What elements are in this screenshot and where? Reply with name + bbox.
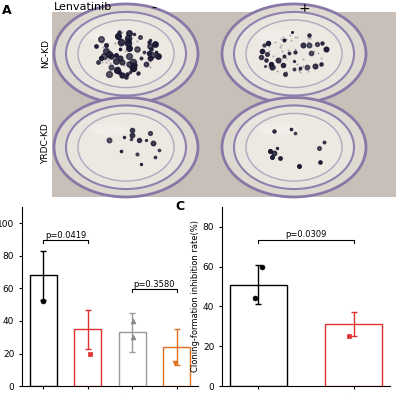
Text: p=0.3580: p=0.3580 bbox=[134, 280, 175, 289]
Ellipse shape bbox=[234, 12, 354, 95]
Text: -: - bbox=[152, 2, 156, 16]
Text: YRDC-KD: YRDC-KD bbox=[42, 123, 50, 164]
Y-axis label: Cloning-formation inhibition rate(%): Cloning-formation inhibition rate(%) bbox=[191, 221, 200, 372]
Text: C: C bbox=[175, 200, 184, 213]
Ellipse shape bbox=[258, 123, 298, 135]
Ellipse shape bbox=[54, 97, 198, 197]
Ellipse shape bbox=[222, 4, 366, 104]
Ellipse shape bbox=[258, 30, 298, 42]
Text: Lenvatinib: Lenvatinib bbox=[54, 2, 112, 12]
Ellipse shape bbox=[78, 113, 174, 181]
Bar bbox=[74, 329, 101, 386]
Text: p=0.0309: p=0.0309 bbox=[285, 230, 327, 239]
Ellipse shape bbox=[90, 123, 130, 135]
Text: NC-KD: NC-KD bbox=[42, 39, 50, 68]
Text: +: + bbox=[298, 2, 310, 16]
Bar bbox=[325, 324, 382, 386]
Ellipse shape bbox=[234, 106, 354, 189]
Ellipse shape bbox=[66, 106, 186, 189]
Ellipse shape bbox=[66, 12, 186, 95]
Bar bbox=[30, 275, 57, 386]
Ellipse shape bbox=[54, 4, 198, 104]
Ellipse shape bbox=[54, 4, 198, 104]
Bar bbox=[119, 333, 146, 386]
Ellipse shape bbox=[222, 4, 366, 104]
Ellipse shape bbox=[246, 113, 342, 181]
Ellipse shape bbox=[54, 97, 198, 197]
Bar bbox=[163, 347, 190, 386]
Bar bbox=[52, 12, 396, 197]
Ellipse shape bbox=[222, 97, 366, 197]
Text: A: A bbox=[2, 4, 12, 17]
Ellipse shape bbox=[90, 30, 130, 42]
Ellipse shape bbox=[222, 97, 366, 197]
Text: p=0.0419: p=0.0419 bbox=[45, 231, 86, 240]
Ellipse shape bbox=[78, 20, 174, 87]
Ellipse shape bbox=[246, 20, 342, 87]
Bar bbox=[230, 284, 287, 386]
